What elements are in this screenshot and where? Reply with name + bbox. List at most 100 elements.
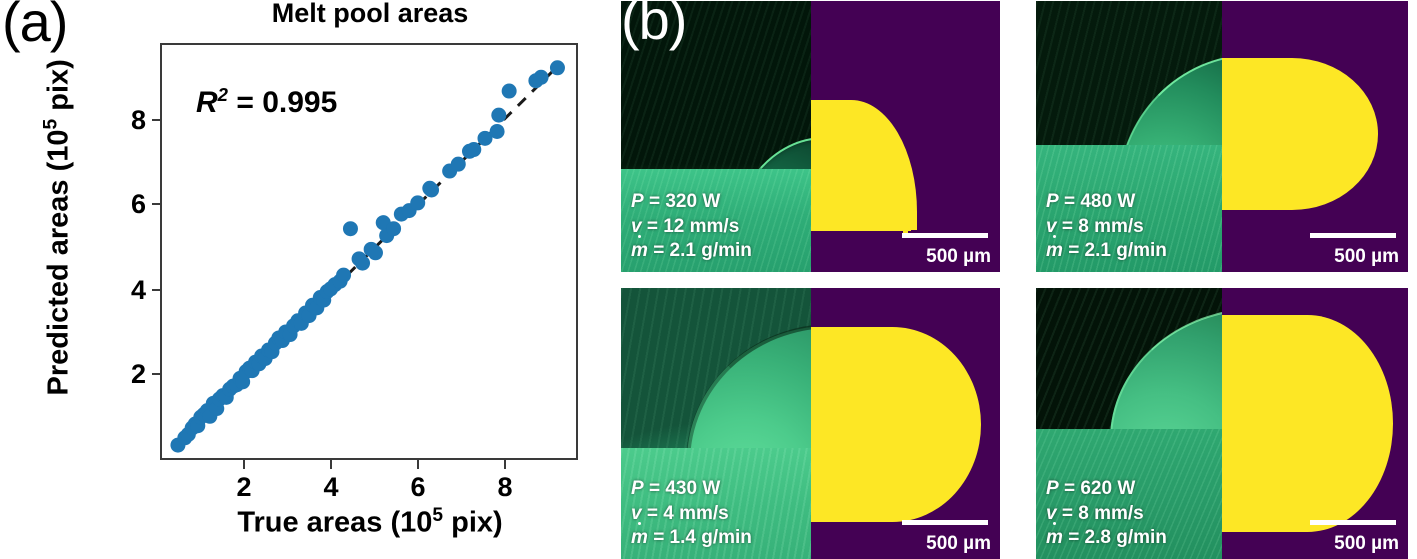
r-symbol: R	[196, 86, 218, 119]
micrograph-photo	[1036, 288, 1222, 559]
power-line: P = 320 W	[631, 190, 752, 215]
velocity-value: = 4 mm/s	[646, 502, 729, 524]
scatter-point	[477, 130, 493, 146]
segmentation-mask	[810, 1, 1000, 272]
x-axis-label: True areas (105 pix)	[160, 505, 580, 540]
scatter-point	[491, 107, 507, 123]
segmentation-mask	[1222, 288, 1408, 559]
mask-region-notch	[903, 225, 909, 235]
scatter-point	[489, 123, 505, 139]
y-axis-label-exp: 5	[40, 118, 62, 130]
y-tick-label: 8	[130, 105, 146, 135]
x-tick-mark	[243, 460, 246, 469]
scatter-point	[533, 69, 549, 85]
y-tick-label: 2	[130, 359, 146, 389]
velocity-value: = 8 mm/s	[1061, 215, 1144, 237]
x-axis-label-tail: pix)	[443, 506, 503, 539]
segmentation-mask	[810, 288, 1000, 559]
massflow-value: = 1.4 g/min	[653, 527, 752, 549]
velocity-symbol: v	[631, 502, 642, 524]
panel-b-letter: (b)	[621, 0, 687, 51]
micrograph-top-right: P = 480 W v = 8 mm/s m = 2.1 g/min 500 µ…	[1036, 1, 1408, 272]
y-tick-label: 4	[130, 275, 146, 305]
massflow-symbol: m	[1046, 522, 1063, 551]
r-value: = 0.995	[236, 86, 338, 119]
power-value: = 430 W	[648, 477, 721, 499]
x-tick-mark	[504, 460, 507, 469]
y-axis-label-text: Predicted areas (10	[42, 129, 75, 396]
velocity-symbol: v	[1046, 502, 1057, 524]
power-value: = 480 W	[1063, 190, 1136, 212]
massflow-line: m = 2.1 g/min	[631, 235, 752, 264]
micrograph-params: P = 430 W v = 4 mm/s m = 1.4 g/min	[631, 477, 752, 551]
scatter-point	[355, 255, 371, 271]
massflow-symbol: m	[1046, 235, 1063, 264]
scale-bar-label: 500 µm	[1334, 533, 1399, 554]
micrograph-bottom-left: P = 430 W v = 4 mm/s m = 1.4 g/min 500 µ…	[621, 288, 1000, 559]
x-tick-label: 4	[323, 472, 339, 502]
power-line: P = 430 W	[631, 477, 752, 502]
x-tick-mark	[330, 460, 333, 469]
x-tick-mark	[417, 460, 420, 469]
scatter-point	[367, 245, 383, 261]
x-axis-label-exp: 5	[432, 505, 444, 526]
y-tick-mark	[152, 203, 161, 206]
velocity-symbol: v	[631, 215, 642, 237]
velocity-symbol: v	[1046, 215, 1057, 237]
x-tick-label: 2	[236, 472, 252, 502]
mask-region-base	[810, 196, 911, 232]
mask-region	[810, 327, 982, 523]
scatter-point	[450, 156, 466, 172]
panel-a-scatter: (a) Melt pool areas 8 6 4 2 2 4 6 8 R2 =…	[0, 0, 600, 559]
power-line: P = 480 W	[1046, 190, 1167, 215]
substrate	[621, 169, 811, 272]
mask-region	[1222, 315, 1394, 532]
scatter-point	[386, 221, 402, 237]
power-value: = 620 W	[1063, 477, 1136, 499]
power-symbol: P	[631, 477, 644, 499]
scatter-point	[410, 195, 426, 211]
scatter-point	[336, 267, 352, 283]
power-line: P = 620 W	[1046, 477, 1167, 502]
power-value: = 320 W	[648, 190, 721, 212]
y-tick-mark	[152, 373, 161, 376]
micrograph-photo	[621, 1, 811, 272]
chart-title: Melt pool areas	[271, 0, 469, 28]
micrograph-params: P = 480 W v = 8 mm/s m = 2.1 g/min	[1046, 190, 1167, 264]
scale-bar-label: 500 µm	[926, 246, 991, 267]
micrograph-params: P = 620 W v = 8 mm/s m = 2.8 g/min	[1046, 477, 1167, 551]
velocity-line: v = 4 mm/s	[631, 502, 752, 527]
y-tick-mark	[152, 119, 161, 122]
velocity-line: v = 8 mm/s	[1046, 502, 1167, 527]
substrate	[1036, 428, 1222, 559]
segmentation-mask	[1222, 1, 1408, 272]
scale-bar	[902, 520, 988, 525]
velocity-value: = 12 mm/s	[646, 215, 740, 237]
power-symbol: P	[1046, 477, 1059, 499]
scatter-svg	[170, 60, 565, 453]
massflow-line: m = 1.4 g/min	[631, 522, 752, 551]
scatter-point	[501, 83, 517, 99]
x-axis-label-text: True areas (10	[237, 506, 433, 539]
micrograph-photo	[1036, 1, 1222, 272]
scatter-point	[342, 221, 358, 237]
massflow-symbol: m	[631, 522, 648, 551]
x-tick-label: 6	[410, 472, 426, 502]
substrate	[621, 447, 811, 559]
mask-region	[1222, 57, 1379, 210]
y-tick-mark	[152, 289, 161, 292]
massflow-line: m = 2.8 g/min	[1046, 522, 1167, 551]
y-axis-label-tail: pix)	[42, 59, 75, 119]
micrograph-top-left: P = 320 W v = 12 mm/s m = 2.1 g/min 500 …	[621, 1, 1000, 272]
massflow-value: = 2.1 g/min	[1068, 240, 1167, 262]
y-tick-label: 6	[130, 189, 146, 219]
x-tick-label: 8	[497, 472, 513, 502]
r-exponent: 2	[217, 84, 229, 105]
massflow-value: = 2.8 g/min	[1068, 527, 1167, 549]
panel-a-letter: (a)	[2, 0, 68, 53]
scatter-point	[424, 182, 440, 198]
scale-bar	[1310, 233, 1396, 238]
scatter-point	[549, 60, 565, 76]
scale-bar	[902, 233, 988, 238]
massflow-symbol: m	[631, 235, 648, 264]
